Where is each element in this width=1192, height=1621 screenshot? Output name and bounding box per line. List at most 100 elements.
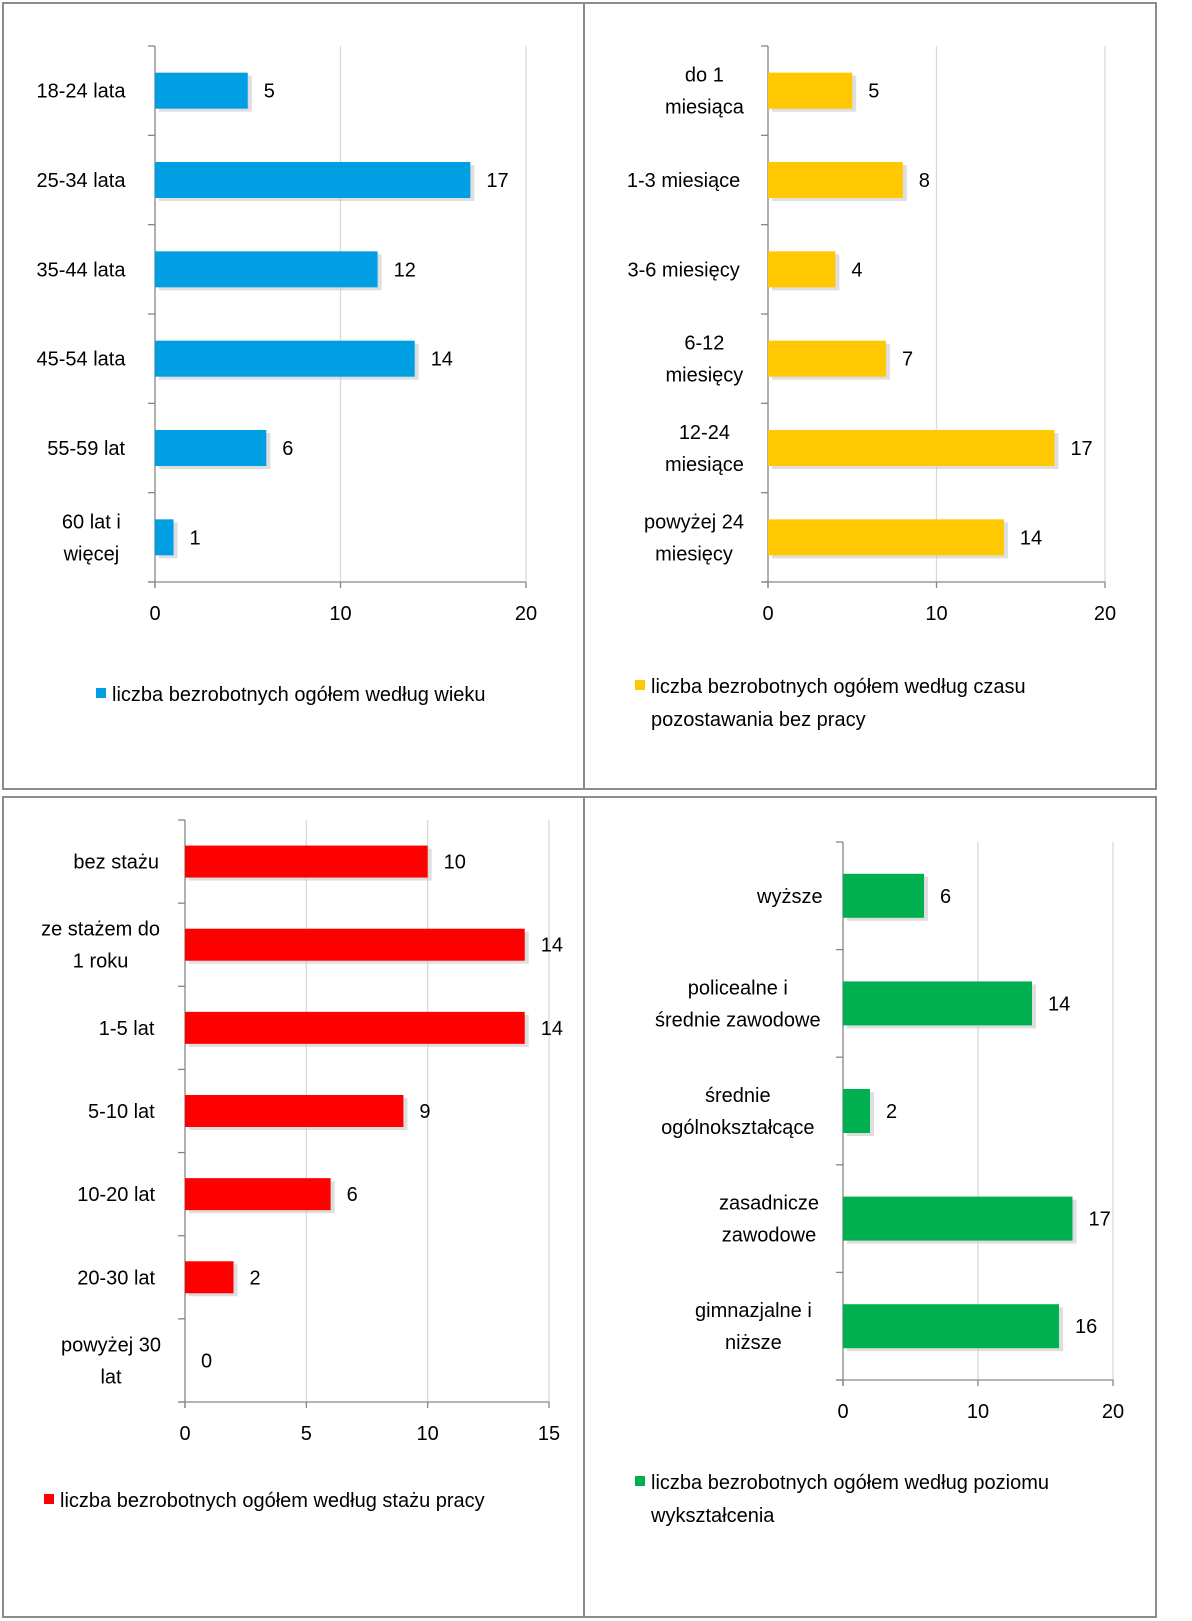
bar	[185, 1261, 234, 1294]
category-label: ze stażem do 1 roku	[41, 919, 160, 973]
category-label: powyżej 30 lat	[61, 1334, 161, 1388]
x-tick-label: 15	[538, 1423, 560, 1445]
legend-label: liczba bezrobotnych ogółem według poziom…	[650, 1472, 1049, 1527]
category-label: 12-24 miesiące	[665, 422, 744, 476]
legend-label: liczba bezrobotnych ogółem według stażu …	[60, 1490, 485, 1512]
bar	[155, 519, 174, 556]
chart-panel-duration: 0 10 20 5 do 1 miesiąca 8 1-3 miesiące 4 3-6 mies…	[583, 2, 1157, 790]
bar	[768, 519, 1004, 556]
category-label: 18-24 lata	[37, 81, 127, 103]
data-label: 5	[868, 81, 879, 103]
data-label: 6	[940, 886, 951, 908]
bar	[185, 1178, 331, 1211]
data-label: 14	[1020, 527, 1042, 549]
x-tick-label: 0	[837, 1401, 848, 1423]
legend-marker	[635, 680, 645, 690]
bar	[768, 340, 886, 377]
legend-label: liczba bezrobotnych ogółem według wieku	[112, 684, 486, 706]
bar	[843, 1196, 1073, 1241]
x-tick-label: 0	[762, 603, 773, 625]
legend-marker	[635, 1476, 645, 1486]
category-label: średnie ogólnokształcące	[661, 1085, 814, 1139]
category-label: 10-20 lat	[77, 1184, 155, 1206]
data-label: 14	[541, 935, 563, 957]
bar	[185, 1011, 525, 1044]
category-label: 3-6 miesięcy	[627, 259, 739, 281]
data-label: 7	[902, 349, 913, 371]
x-tick-label: 10	[967, 1401, 989, 1423]
legend-marker	[96, 688, 106, 698]
bar	[768, 162, 903, 198]
x-tick-label: 20	[1102, 1401, 1124, 1423]
data-label: 17	[1070, 438, 1092, 460]
legend-label: liczba bezrobotnych ogółem według czasu p…	[651, 676, 1026, 731]
chart-panel-education: 0 10 20 6 wyższe 14 policealne i średnie zawodo…	[583, 796, 1157, 1618]
data-label: 17	[1089, 1209, 1111, 1231]
bar	[155, 430, 267, 466]
chart-svg-duration: 0 10 20 5 do 1 miesiąca 8 1-3 miesiące 4 3-6 mies…	[627, 45, 1116, 731]
category-label: zasadnicze zawodowe	[719, 1193, 819, 1247]
bar	[843, 981, 1032, 1026]
data-label: 9	[419, 1101, 430, 1123]
x-tick-label: 0	[179, 1423, 190, 1445]
data-label: 2	[250, 1267, 261, 1289]
data-label: 6	[282, 438, 293, 460]
category-label: do 1 miesiąca	[665, 65, 745, 119]
data-label: 6	[347, 1184, 358, 1206]
data-label: 0	[201, 1350, 212, 1372]
x-tick-label: 10	[417, 1423, 439, 1445]
chart-svg-seniority: 0 5 10 15 10 bez stażu 14 ze stażem do 1 roku 14 1…	[41, 819, 563, 1512]
data-label: 16	[1075, 1316, 1097, 1338]
bar	[155, 251, 378, 288]
data-label: 1	[190, 527, 201, 549]
category-label: wyższe	[756, 886, 823, 908]
data-label: 14	[1048, 993, 1070, 1015]
bar	[768, 251, 836, 288]
bar	[843, 1089, 870, 1133]
category-label: 20-30 lat	[77, 1267, 155, 1289]
category-label: 60 lat i więcej	[62, 511, 121, 565]
category-label: 6-12 miesięcy	[666, 333, 744, 387]
chart-panel-age: 0 10 20 5 18-24 lata 17 25-34 lata 12 35-44 lata…	[2, 2, 585, 790]
chart-svg-age: 0 10 20 5 18-24 lata 17 25-34 lata 12 35-44 lata…	[37, 45, 537, 706]
x-tick-label: 10	[925, 603, 947, 625]
category-label: 1-3 miesiące	[627, 170, 740, 192]
data-label: 10	[444, 852, 466, 874]
x-tick-label: 10	[329, 603, 351, 625]
bar	[155, 72, 248, 109]
chart-panel-seniority: 0 5 10 15 10 bez stażu 14 ze stażem do 1 roku 14 1…	[2, 796, 585, 1618]
category-label: 55-59 lat	[47, 438, 125, 460]
category-label: gimnazjalne i niższe	[695, 1300, 812, 1354]
data-label: 4	[851, 259, 862, 281]
data-label: 8	[919, 170, 930, 192]
x-tick-label: 5	[301, 1423, 312, 1445]
bar	[843, 1304, 1059, 1349]
data-label: 14	[541, 1018, 563, 1040]
category-label: bez stażu	[73, 852, 159, 874]
bar	[155, 162, 471, 198]
data-label: 12	[394, 259, 416, 281]
legend-marker	[44, 1494, 54, 1504]
x-tick-label: 20	[515, 603, 537, 625]
chart-svg-education: 0 10 20 6 wyższe 14 policealne i średnie zawodo…	[635, 841, 1124, 1527]
bar	[185, 928, 525, 961]
bar	[185, 1095, 404, 1127]
data-label: 2	[886, 1101, 897, 1123]
x-tick-label: 20	[1094, 603, 1116, 625]
data-label: 5	[264, 81, 275, 103]
bar	[185, 845, 428, 878]
bar	[843, 873, 924, 918]
bar	[155, 340, 415, 377]
data-label: 14	[431, 349, 453, 371]
category-label: 35-44 lata	[37, 259, 127, 281]
data-label: 17	[486, 170, 508, 192]
category-label: powyżej 24 miesięcy	[644, 511, 744, 565]
category-label: 5-10 lat	[88, 1101, 155, 1123]
x-tick-label: 0	[149, 603, 160, 625]
bar	[768, 430, 1055, 466]
category-label: policealne i średnie zawodowe	[655, 977, 821, 1031]
category-label: 45-54 lata	[37, 349, 127, 371]
category-label: 1-5 lat	[99, 1018, 155, 1040]
bar	[768, 72, 853, 109]
category-label: 25-34 lata	[37, 170, 127, 192]
